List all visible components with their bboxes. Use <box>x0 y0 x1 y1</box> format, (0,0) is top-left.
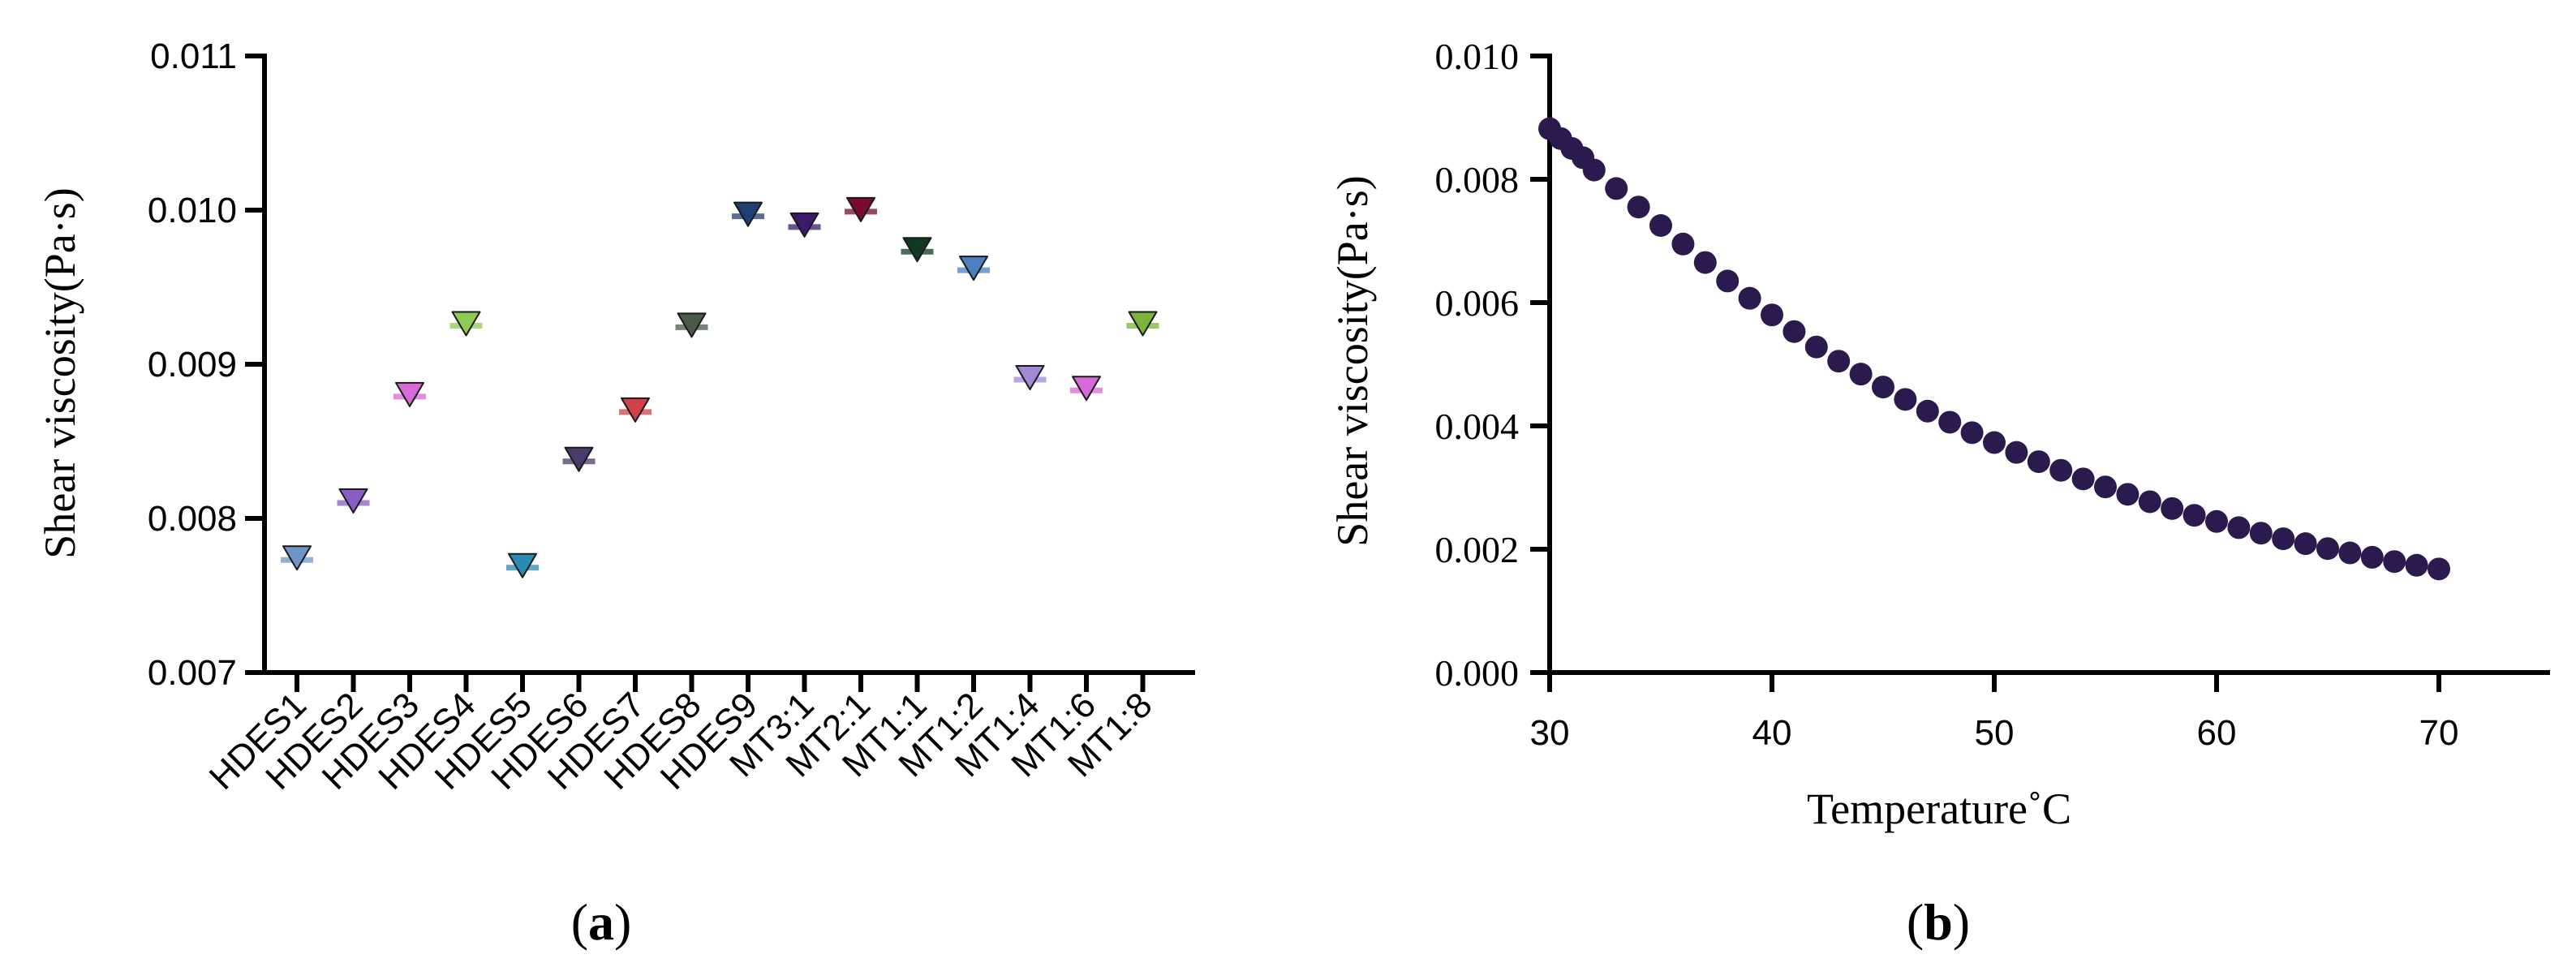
panel-b-y-tick-label: 0.000 <box>1435 652 1520 694</box>
panel-b-chart: 0.000 0.002 0.004 0.006 0.008 0.010 30 40 50 60 7… <box>1328 36 2550 951</box>
panel-b-x-tick-label: 30 <box>1530 713 1570 753</box>
panel-a-point <box>732 201 764 227</box>
panel-a-point-marker <box>282 545 312 571</box>
panel-a-point-marker <box>902 237 932 263</box>
panel-a-point <box>506 552 539 578</box>
panel-b-y-tick-label: 0.006 <box>1435 282 1520 324</box>
panel-b-point <box>2205 509 2228 533</box>
panel-a-point-marker <box>395 381 424 407</box>
panel-a-y-axis-label: Shear viscosity(Pa·s) <box>36 187 84 558</box>
panel-b-point <box>2383 550 2406 574</box>
panel-a-point <box>393 381 426 407</box>
panel-a-point-marker <box>621 397 650 423</box>
panel-a-point-marker <box>959 256 988 282</box>
panel-a-point <box>901 237 934 263</box>
panel-b-point <box>2027 450 2050 474</box>
panel-a-point-marker <box>1128 311 1158 337</box>
panel-a-point <box>337 488 370 514</box>
panel-b-y-axis-label: Shear viscosity(Pa·s) <box>1328 175 1377 546</box>
panel-b-point <box>1804 335 1828 359</box>
panel-b-point <box>1960 421 1984 445</box>
panel-b-point <box>2005 441 2028 464</box>
panel-b-point <box>1761 303 1783 327</box>
panel-b-point <box>1783 320 1806 343</box>
panel-b-point <box>2183 504 2206 527</box>
panel-b-x-axis-label: Temperature˚C <box>1807 784 2071 833</box>
panel-a-point <box>788 212 821 238</box>
panel-b-y-tick-label: 0.010 <box>1435 36 1520 77</box>
panel-a-y-tick-label: 0.007 <box>148 653 237 693</box>
panel-b-point <box>1894 388 1917 411</box>
panel-a-y-tick-label: 0.010 <box>148 191 237 230</box>
panel-b-point <box>1983 431 2006 454</box>
panel-a-label: (a) <box>571 893 632 951</box>
panel-a-point <box>845 196 877 222</box>
panel-a-point <box>1013 365 1047 390</box>
panel-b-label: (b) <box>1907 893 1970 951</box>
panel-b-y-tick-label: 0.008 <box>1435 159 1520 200</box>
panel-b-x-tick-label: 70 <box>2419 713 2459 753</box>
panel-b-point <box>2161 496 2184 520</box>
panel-a-point <box>957 256 990 282</box>
panel-b-point <box>2138 490 2161 514</box>
panel-a-point <box>562 446 596 472</box>
panel-b-point <box>1649 214 1672 237</box>
panel-b-point <box>1916 399 1939 423</box>
panel-a-point-marker <box>1072 376 1101 402</box>
panel-a-y-tick-label: 0.009 <box>148 345 237 385</box>
panel-a-point <box>675 312 708 338</box>
panel-b-point <box>2316 537 2339 561</box>
panel-a-point <box>1126 311 1159 337</box>
panel-b-point <box>2227 516 2251 539</box>
panel-a-point <box>619 397 652 423</box>
panel-a-point-marker <box>451 311 481 337</box>
panel-b-point <box>2405 553 2428 577</box>
panel-b-point <box>1938 410 1962 434</box>
panel-b-point <box>2094 475 2117 499</box>
panel-b-point <box>1693 251 1717 274</box>
panel-a-point-marker <box>508 552 537 578</box>
panel-b-point <box>2428 557 2450 581</box>
panel-b-point <box>1738 286 1761 310</box>
panel-a-y-tick-label: 0.011 <box>150 37 237 76</box>
panel-b-point <box>2116 483 2139 506</box>
panel-a-point <box>281 545 313 571</box>
panel-b-point <box>2049 458 2073 482</box>
panel-b-x-tick-label: 60 <box>2197 713 2237 753</box>
panel-b-point <box>1716 269 1740 293</box>
panel-b-point <box>1627 196 1650 219</box>
panel-a-point-marker <box>733 201 763 227</box>
panel-b-point <box>2338 541 2362 565</box>
panel-b-x-tick-label: 40 <box>1752 713 1792 753</box>
panel-a-point-marker <box>338 488 368 514</box>
panel-b-point <box>2360 545 2384 569</box>
panel-b-point <box>1671 232 1695 256</box>
panel-b-point <box>1872 376 1894 399</box>
panel-b-point <box>2071 467 2095 491</box>
panel-a-point-marker <box>1015 365 1045 390</box>
panel-b-y-tick-label: 0.002 <box>1435 529 1520 570</box>
panel-b-point <box>1582 158 1606 182</box>
panel-b-point <box>2294 532 2317 556</box>
panel-b-point <box>1827 350 1851 373</box>
panel-b-point <box>2249 522 2273 545</box>
panel-a-point-marker <box>789 212 819 238</box>
panel-a-point <box>449 311 483 337</box>
panel-b-point <box>1605 177 1628 200</box>
panel-b-y-tick-label: 0.004 <box>1435 406 1520 447</box>
panel-a-point-marker <box>846 196 875 222</box>
panel-a-point-marker <box>677 312 707 338</box>
panel-b-x-tick-label: 50 <box>1975 713 2015 753</box>
panel-a-y-tick-label: 0.008 <box>148 499 237 539</box>
panel-a-point <box>1070 376 1103 402</box>
panel-a-point-marker <box>564 446 594 472</box>
panel-b-point <box>1849 363 1873 386</box>
panel-b-point <box>2272 527 2295 551</box>
